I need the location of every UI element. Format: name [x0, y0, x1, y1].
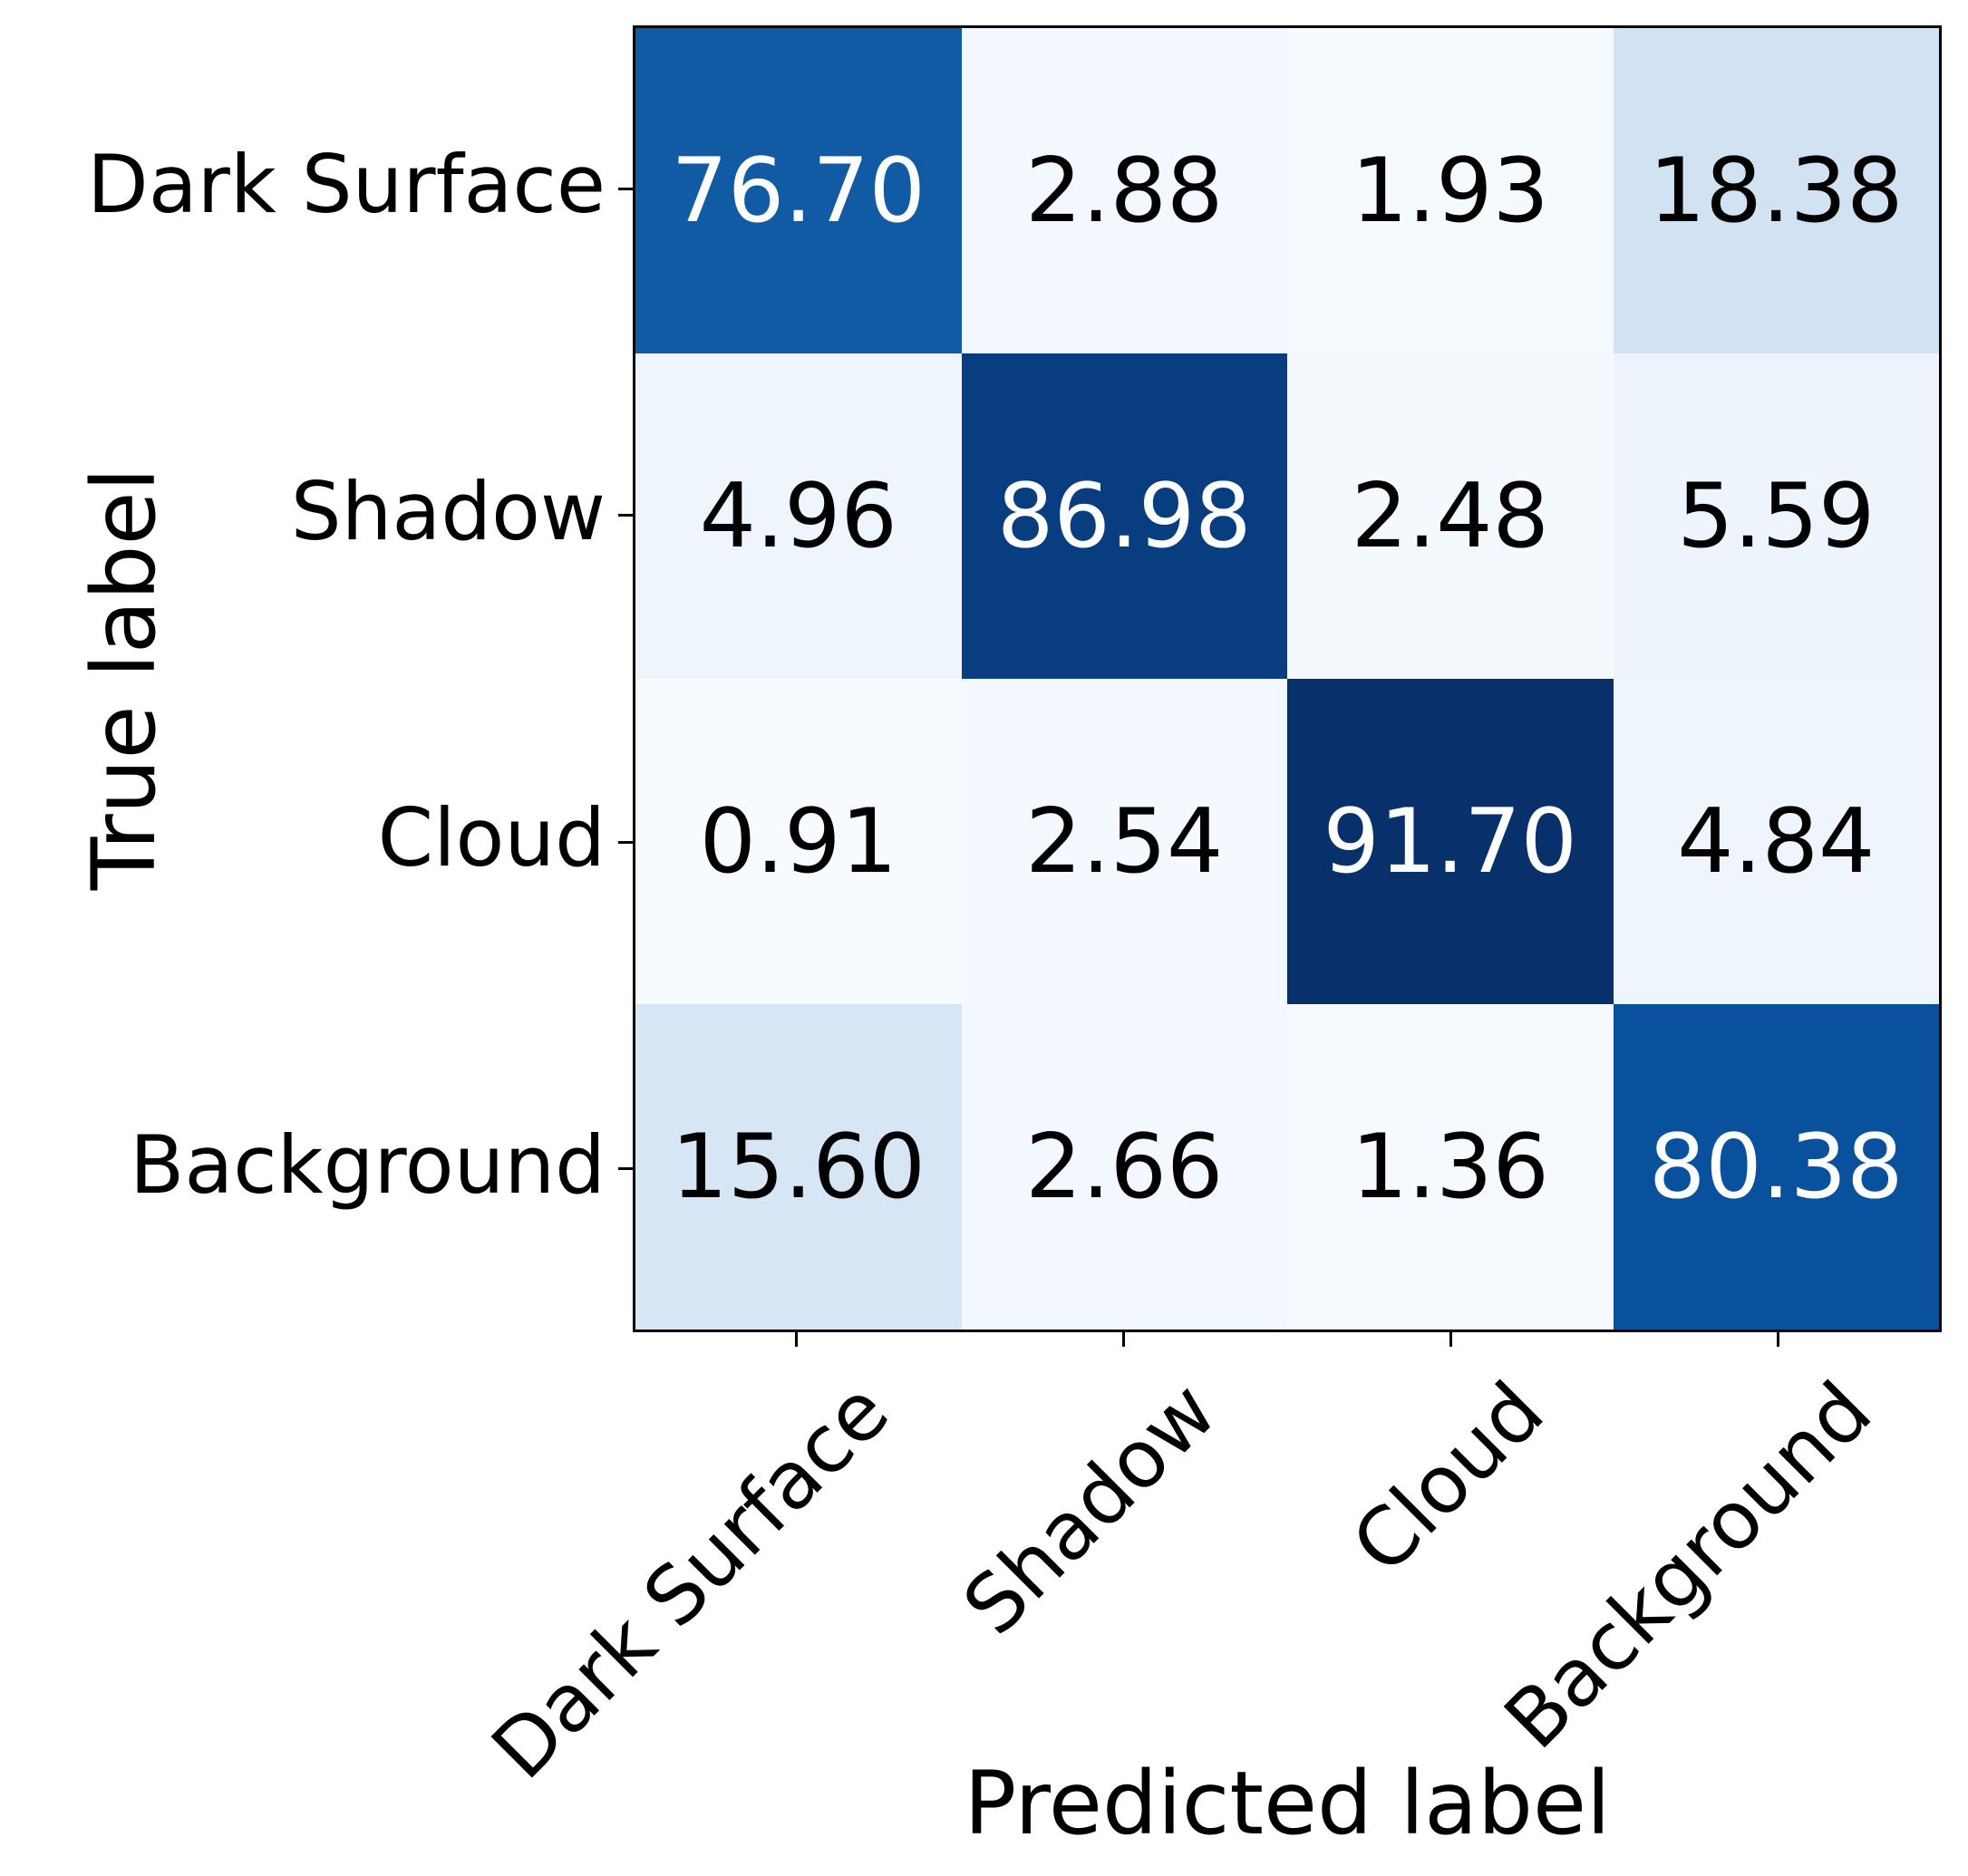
matrix-cell: 4.96	[635, 353, 962, 679]
x-tick-label: Shadow	[945, 1364, 1235, 1653]
y-axis-title: True label	[73, 467, 175, 891]
y-tick-mark	[618, 514, 633, 517]
matrix-cell: 2.88	[961, 28, 1287, 353]
y-tick-label: Cloud	[377, 791, 606, 885]
y-tick-mark	[618, 187, 633, 190]
matrix-cell: 15.60	[635, 1004, 962, 1330]
x-tick-mark	[1777, 1332, 1779, 1347]
x-tick-mark	[795, 1332, 798, 1347]
matrix-cell: 91.70	[1287, 679, 1614, 1004]
matrix-cell: 1.36	[1287, 1004, 1614, 1330]
x-tick-label: Cloud	[1333, 1364, 1562, 1591]
y-tick-label: Shadow	[290, 464, 606, 558]
confusion-matrix-grid: 76.70 2.88 1.93 18.38 4.96 86.98 2.48 5.59 0.91 2…	[633, 25, 1942, 1332]
y-tick-mark	[618, 840, 633, 844]
matrix-cell: 2.48	[1287, 353, 1614, 679]
matrix-cell: 2.66	[961, 1004, 1287, 1330]
matrix-cell: 5.59	[1613, 353, 1939, 679]
matrix-cell: 1.93	[1287, 28, 1614, 353]
x-tick-label: Dark Surface	[474, 1364, 907, 1797]
matrix-cell: 80.38	[1613, 1004, 1939, 1330]
y-tick-label: Dark Surface	[86, 138, 606, 232]
matrix-cell: 4.84	[1613, 679, 1939, 1004]
matrix-cell: 76.70	[635, 28, 962, 353]
y-tick-mark	[618, 1167, 633, 1171]
matrix-cell: 0.91	[635, 679, 962, 1004]
matrix-cell: 2.54	[961, 679, 1287, 1004]
matrix-cell: 86.98	[961, 353, 1287, 679]
y-tick-label: Background	[130, 1117, 606, 1212]
matrix-cell: 18.38	[1613, 28, 1939, 353]
x-axis-title: Predicted label	[964, 1753, 1611, 1854]
x-tick-mark	[1449, 1332, 1452, 1347]
x-tick-mark	[1122, 1332, 1125, 1347]
